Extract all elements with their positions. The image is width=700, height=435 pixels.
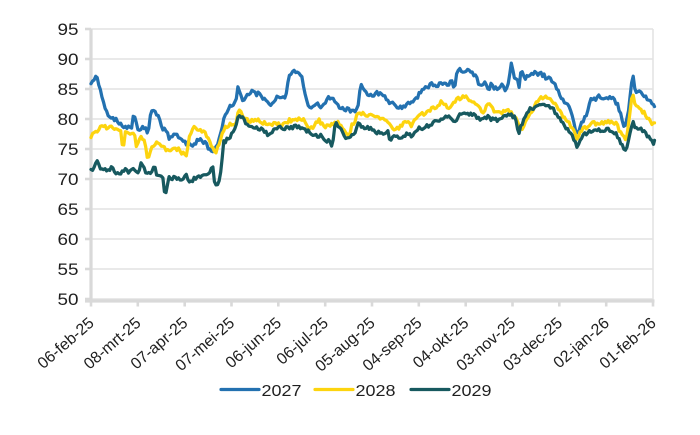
svg-text:60: 60 — [58, 231, 79, 249]
svg-text:2027: 2027 — [262, 383, 302, 400]
svg-text:85: 85 — [58, 81, 79, 99]
svg-text:80: 80 — [58, 111, 79, 129]
svg-text:55: 55 — [58, 261, 79, 279]
svg-text:95: 95 — [58, 21, 79, 39]
svg-text:90: 90 — [58, 51, 79, 69]
svg-text:2029: 2029 — [452, 383, 492, 400]
svg-text:65: 65 — [58, 201, 79, 219]
svg-text:50: 50 — [58, 291, 79, 309]
svg-text:70: 70 — [58, 171, 79, 189]
svg-text:2028: 2028 — [356, 383, 396, 400]
svg-text:75: 75 — [58, 141, 79, 159]
